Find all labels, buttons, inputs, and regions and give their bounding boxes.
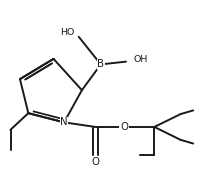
Text: O: O: [92, 157, 100, 167]
Text: B: B: [97, 59, 104, 69]
Text: HO: HO: [60, 28, 74, 37]
Text: O: O: [120, 122, 128, 132]
Text: N: N: [60, 117, 68, 127]
Text: OH: OH: [133, 55, 147, 64]
